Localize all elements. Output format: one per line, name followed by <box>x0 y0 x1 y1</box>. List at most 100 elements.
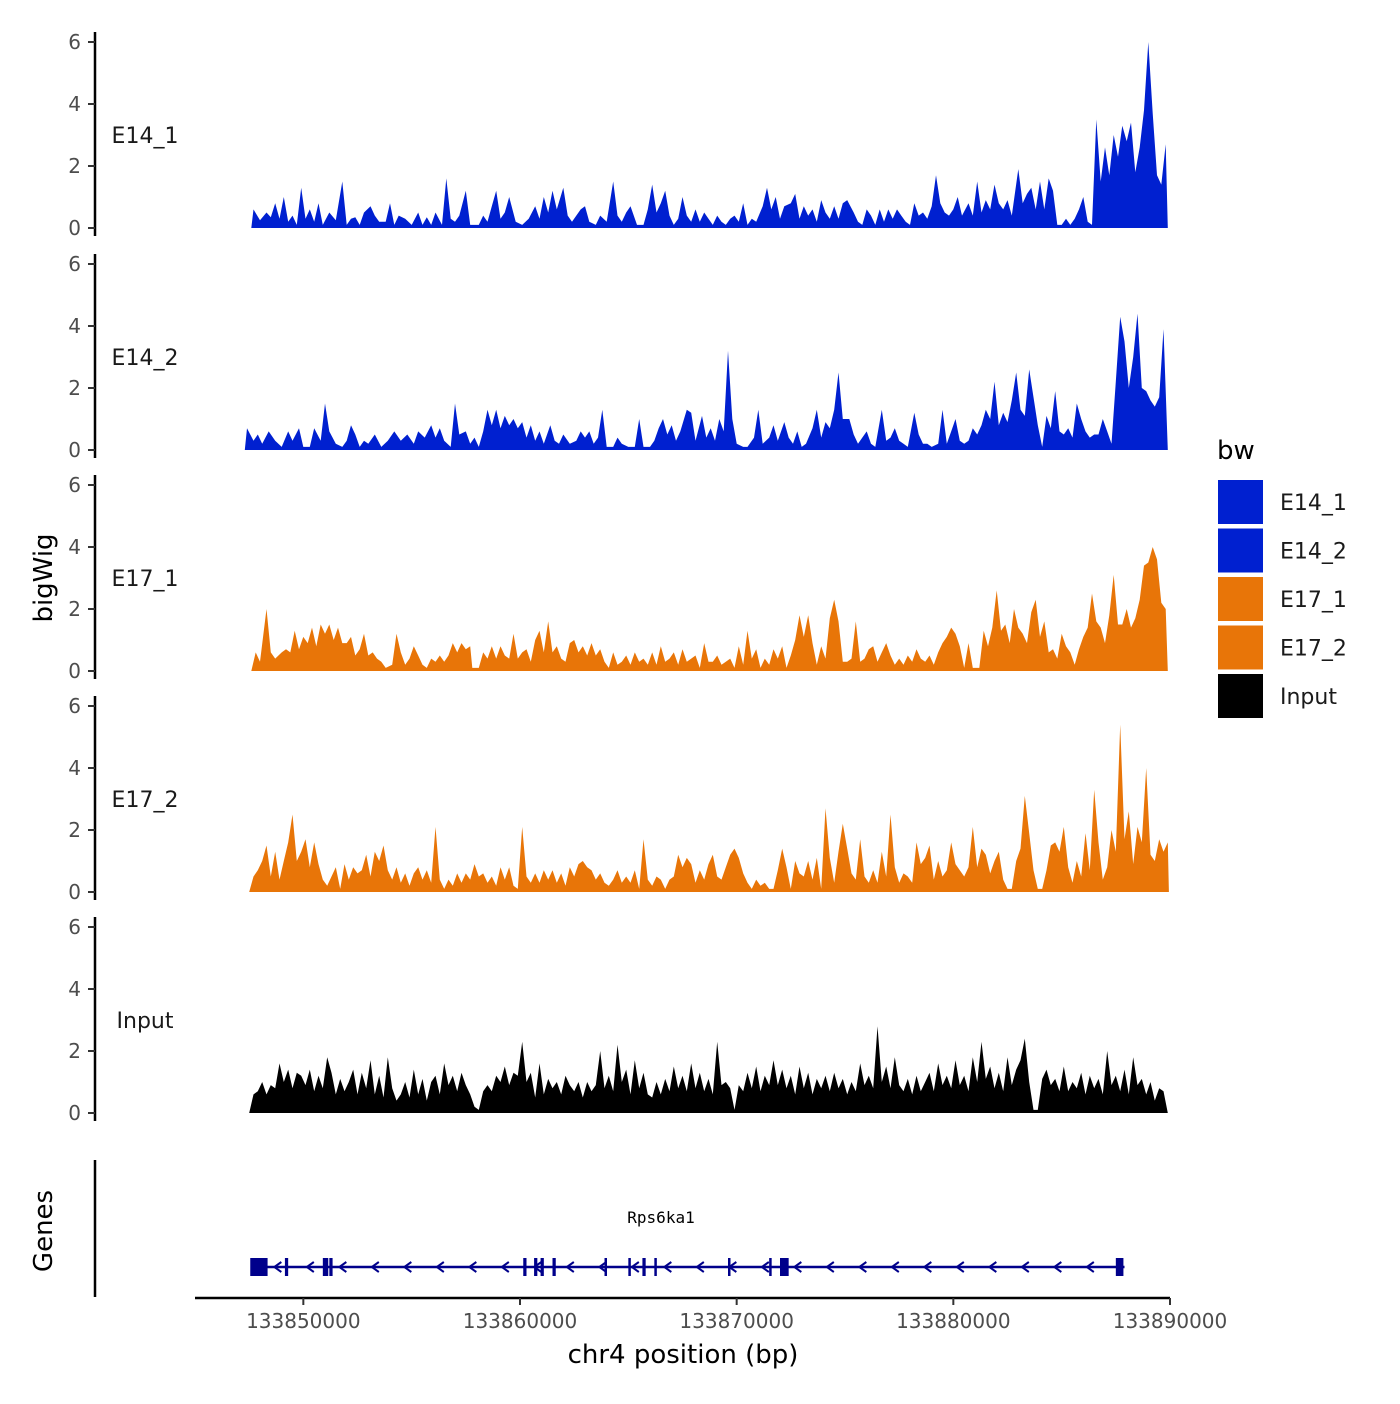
gene-exon <box>769 1258 772 1276</box>
y-tick-label: 6 <box>68 915 81 939</box>
track-e17-1: 0 2 4 6 E17_1 <box>68 473 1168 683</box>
track-e14-1: 0 2 4 6 E14_1 <box>68 30 1168 240</box>
gene-exon <box>284 1258 289 1276</box>
strand-arrow <box>1085 1261 1095 1273</box>
strand-arrow <box>305 1261 315 1273</box>
legend: bw E14_1 E14_2 E17_1 E17_2 Input <box>1217 436 1347 718</box>
y-tick-label: 4 <box>68 314 81 338</box>
strand-arrow <box>532 1261 542 1273</box>
y-tick-label: 4 <box>68 535 81 559</box>
track-label: E14_1 <box>112 124 179 149</box>
x-axis-title: chr4 position (bp) <box>568 1340 799 1370</box>
y-tick-label: 0 <box>68 1101 81 1125</box>
strand-arrow <box>955 1261 965 1273</box>
legend-swatch <box>1218 480 1263 524</box>
signal-area <box>249 1026 1168 1113</box>
y-tick-label: 2 <box>68 376 81 400</box>
y-tick-label: 2 <box>68 818 81 842</box>
y-tick-label: 6 <box>68 30 81 54</box>
track-e17-2: 0 2 4 6 E17_2 <box>68 694 1169 904</box>
strand-arrow <box>890 1261 900 1273</box>
y-tick-label: 2 <box>68 1039 81 1063</box>
gene-exon <box>322 1258 329 1276</box>
strand-arrow <box>857 1261 867 1273</box>
y-tick-label: 2 <box>68 597 81 621</box>
strand-arrow <box>500 1261 510 1273</box>
legend-swatch <box>1218 528 1263 573</box>
y-tick-label: 2 <box>68 154 81 178</box>
legend-label: E14_1 <box>1280 491 1347 516</box>
strand-arrow <box>597 1261 607 1273</box>
y-tick-label: 4 <box>68 92 81 116</box>
gene-label: Rps6ka1 <box>627 1208 694 1227</box>
strand-arrow <box>987 1261 997 1273</box>
gene-exon <box>780 1258 789 1276</box>
track-input: 0 2 4 6 Input <box>68 915 1168 1125</box>
strand-arrow <box>662 1261 672 1273</box>
y-tick-label: 0 <box>68 438 81 462</box>
strand-arrow <box>695 1261 705 1273</box>
x-tick-label: 133880000 <box>896 1309 1011 1333</box>
y-tick-label: 4 <box>68 756 81 780</box>
strand-arrow <box>1020 1261 1030 1273</box>
track-label: Input <box>117 1009 174 1034</box>
strand-arrow <box>922 1261 932 1273</box>
signal-area <box>251 42 1168 228</box>
strand-arrow <box>467 1261 477 1273</box>
y-tick-label: 6 <box>68 252 81 276</box>
legend-label: E17_2 <box>1280 637 1347 662</box>
y-axis-title: bigWig <box>29 533 59 622</box>
strand-arrow <box>337 1261 347 1273</box>
gene-exon <box>523 1258 527 1276</box>
gene-exon <box>642 1258 646 1276</box>
strand-arrow <box>727 1261 737 1273</box>
genes-axis-title: Genes <box>29 1190 59 1272</box>
signal-area <box>251 547 1168 671</box>
track-e14-2: 0 2 4 6 E14_2 <box>68 252 1168 462</box>
legend-swatch <box>1218 625 1263 670</box>
gene-track: Rps6ka1 <box>93 1160 1125 1297</box>
strand-arrow <box>1052 1261 1062 1273</box>
strand-arrow <box>272 1261 282 1273</box>
strand-arrow <box>760 1261 770 1273</box>
gene-exon <box>1115 1258 1124 1276</box>
gene-exon <box>250 1258 268 1276</box>
strand-arrow <box>435 1261 445 1273</box>
gene-exon <box>329 1258 333 1276</box>
x-axis: 133850000 133860000 133870000 133880000 1338… <box>195 1296 1227 1333</box>
y-tick-label: 6 <box>68 694 81 718</box>
y-tick-label: 6 <box>68 473 81 497</box>
legend-swatch <box>1218 674 1263 718</box>
legend-label: Input <box>1280 685 1337 710</box>
y-tick-label: 0 <box>68 216 81 240</box>
y-tick-label: 0 <box>68 659 81 683</box>
y-tick-label: 0 <box>68 880 81 904</box>
gene-exon <box>540 1258 544 1276</box>
y-tick-label: 4 <box>68 977 81 1001</box>
gene-exon <box>604 1258 607 1276</box>
strand-arrow <box>565 1261 575 1273</box>
gene-exon <box>552 1258 556 1276</box>
track-label: E14_2 <box>112 346 179 371</box>
legend-swatch <box>1218 577 1263 621</box>
strand-arrow <box>792 1261 802 1273</box>
signal-tracks: 0 2 4 6 E14_1 0 2 4 6 E14_2 0 2 4 6 E17_1 0 2 4 6 E17_2 0 2 4 6… <box>68 30 1169 1125</box>
strand-arrow <box>825 1261 835 1273</box>
track-label: E17_1 <box>112 567 179 592</box>
signal-area <box>249 724 1169 892</box>
strand-arrow <box>630 1261 640 1273</box>
gene-exon <box>654 1258 657 1276</box>
legend-label: E17_1 <box>1280 588 1347 613</box>
strand-arrow <box>370 1261 380 1273</box>
legend-title: bw <box>1217 436 1255 466</box>
gene-exon <box>628 1258 631 1276</box>
legend-label: E14_2 <box>1280 540 1347 565</box>
strand-arrow <box>402 1261 412 1273</box>
x-tick-label: 133850000 <box>246 1309 361 1333</box>
x-tick-label: 133870000 <box>679 1309 794 1333</box>
x-tick-label: 133860000 <box>463 1309 578 1333</box>
track-label: E17_2 <box>112 788 179 813</box>
signal-area <box>244 313 1168 450</box>
